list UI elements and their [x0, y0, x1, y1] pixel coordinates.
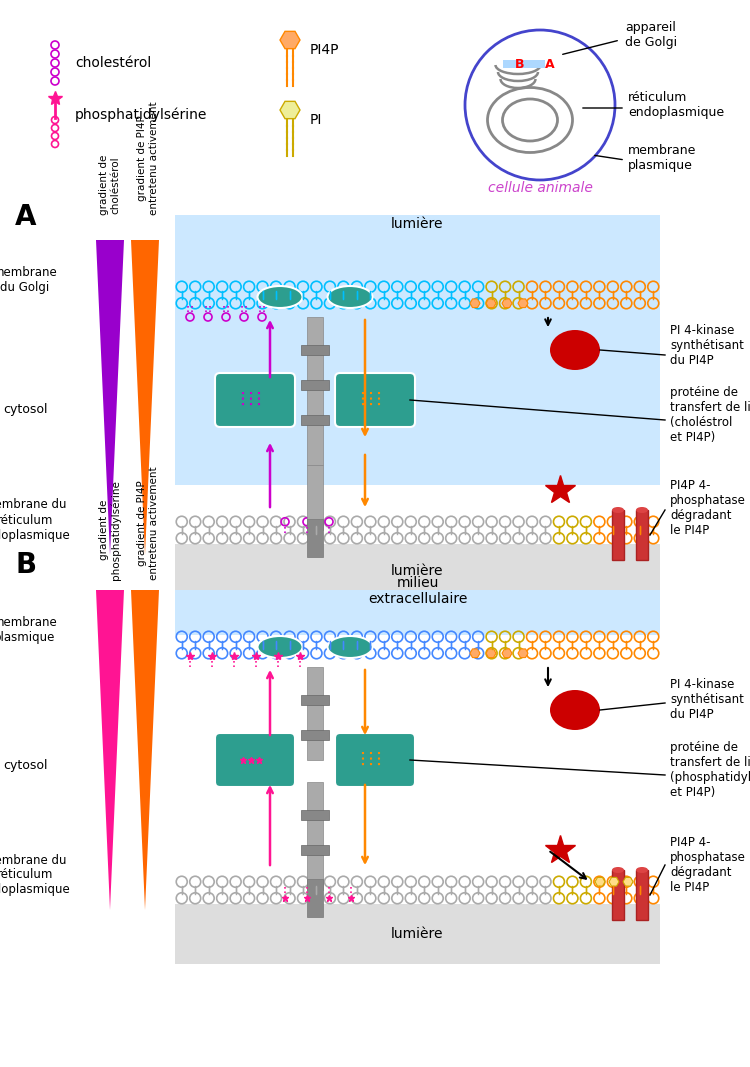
Polygon shape — [518, 649, 528, 657]
Bar — [301, 415, 329, 425]
Text: cytosol: cytosol — [3, 759, 47, 771]
Text: gradient de
phosphatidylsérine: gradient de phosphatidylsérine — [99, 480, 121, 580]
Ellipse shape — [328, 636, 373, 658]
Bar — [301, 345, 329, 355]
Text: protéine de
transfert de lipides
(choléstrol
et PI4P): protéine de transfert de lipides (cholés… — [670, 386, 750, 444]
Text: membrane
plasmique: membrane plasmique — [0, 616, 57, 644]
Bar — [503, 60, 515, 68]
Text: membrane
plasmique: membrane plasmique — [628, 144, 696, 172]
Bar — [175, 214, 660, 485]
Bar — [307, 385, 323, 420]
Text: cellule animale: cellule animale — [488, 181, 592, 195]
Bar — [301, 730, 329, 740]
Polygon shape — [502, 299, 512, 307]
Bar — [175, 590, 660, 635]
Bar — [636, 510, 648, 560]
Bar — [612, 870, 624, 920]
Ellipse shape — [257, 636, 302, 658]
Polygon shape — [96, 240, 124, 555]
Polygon shape — [470, 299, 480, 307]
Polygon shape — [486, 649, 496, 657]
Bar — [307, 465, 323, 530]
Text: membrane du
réticulum
endoplasmique: membrane du réticulum endoplasmique — [0, 498, 70, 541]
Bar — [523, 60, 535, 68]
Text: réticulum
endoplasmique: réticulum endoplasmique — [628, 91, 724, 120]
FancyBboxPatch shape — [335, 733, 415, 787]
Text: milieu
extracellulaire: milieu extracellulaire — [368, 576, 467, 606]
Polygon shape — [486, 299, 496, 307]
Bar — [513, 60, 525, 68]
Ellipse shape — [612, 867, 624, 873]
Ellipse shape — [257, 286, 302, 308]
Ellipse shape — [550, 330, 600, 370]
Polygon shape — [518, 299, 528, 307]
Bar — [307, 350, 323, 385]
FancyBboxPatch shape — [335, 373, 415, 427]
Polygon shape — [280, 31, 300, 49]
Text: membrane
du Golgi: membrane du Golgi — [0, 266, 57, 294]
Ellipse shape — [612, 507, 624, 513]
Bar — [301, 695, 329, 705]
Bar — [301, 380, 329, 391]
Text: PI4P: PI4P — [310, 43, 340, 57]
Bar — [612, 510, 624, 560]
Polygon shape — [131, 240, 159, 555]
Bar — [301, 810, 329, 821]
Text: A: A — [545, 58, 554, 71]
Text: cholestérol: cholestérol — [75, 55, 152, 70]
FancyBboxPatch shape — [215, 733, 295, 787]
Text: gradient de PI4P
entretenu activement: gradient de PI4P entretenu activement — [137, 466, 159, 580]
Bar — [301, 845, 329, 855]
Text: PI: PI — [310, 113, 322, 127]
Bar — [307, 782, 323, 890]
Ellipse shape — [328, 286, 373, 308]
Polygon shape — [470, 649, 480, 657]
Text: phosphatidylsérine: phosphatidylsérine — [75, 108, 207, 123]
Bar — [307, 879, 323, 917]
Bar — [533, 60, 545, 68]
Text: A: A — [15, 203, 37, 230]
Text: protéine de
transfert de lipides
(phosphatidylsérine
et PI4P): protéine de transfert de lipides (phosph… — [670, 740, 750, 799]
Text: appareil
de Golgi: appareil de Golgi — [625, 21, 677, 49]
Bar — [307, 519, 323, 557]
Ellipse shape — [636, 507, 648, 513]
Text: membrane du
réticulum
endoplasmique: membrane du réticulum endoplasmique — [0, 854, 70, 896]
Bar — [175, 544, 660, 604]
Text: lumière: lumière — [392, 564, 444, 578]
Bar — [175, 904, 660, 964]
Text: PI 4-kinase
synthétisant
du PI4P: PI 4-kinase synthétisant du PI4P — [670, 679, 744, 721]
Ellipse shape — [636, 867, 648, 873]
Bar — [307, 420, 323, 465]
Text: lumière: lumière — [392, 217, 444, 230]
Text: PI 4-kinase
synthétisant
du PI4P: PI 4-kinase synthétisant du PI4P — [670, 323, 744, 366]
Polygon shape — [502, 649, 512, 657]
Polygon shape — [131, 590, 159, 910]
Polygon shape — [623, 877, 633, 886]
Bar — [307, 317, 323, 350]
Text: cytosol: cytosol — [3, 403, 47, 416]
Text: lumière: lumière — [392, 927, 444, 941]
Text: PI4P 4-
phosphatase
dégradant
le PI4P: PI4P 4- phosphatase dégradant le PI4P — [670, 479, 746, 537]
Text: gradient de PI4P
entretenu activement: gradient de PI4P entretenu activement — [137, 101, 159, 214]
Polygon shape — [96, 590, 124, 910]
Ellipse shape — [550, 690, 600, 730]
Bar — [307, 667, 323, 760]
Polygon shape — [280, 101, 300, 118]
Text: gradient de
choléstérol: gradient de choléstérol — [99, 155, 121, 214]
Text: B: B — [15, 551, 36, 579]
FancyBboxPatch shape — [215, 373, 295, 427]
Polygon shape — [595, 877, 605, 886]
Text: B: B — [515, 58, 524, 71]
Bar — [636, 870, 648, 920]
Text: PI4P 4-
phosphatase
dégradant
le PI4P: PI4P 4- phosphatase dégradant le PI4P — [670, 837, 746, 894]
Polygon shape — [609, 877, 619, 886]
